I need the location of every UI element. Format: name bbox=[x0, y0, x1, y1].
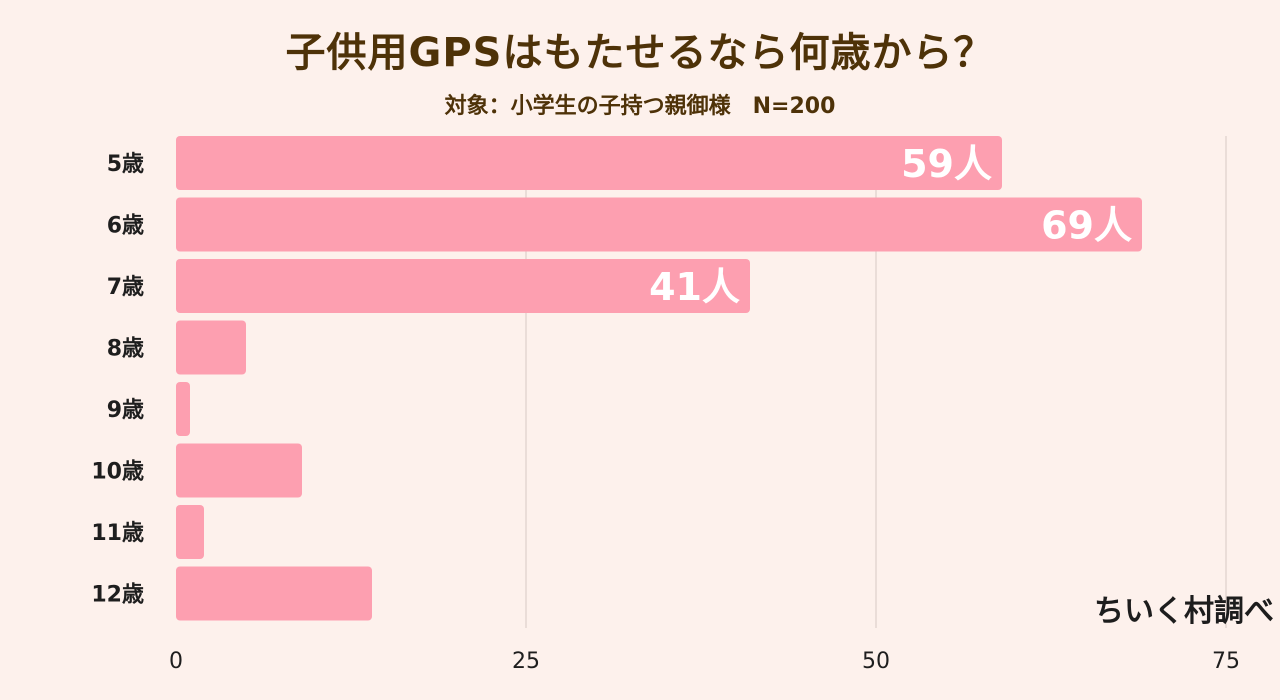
category-label-5歳: 5歳 bbox=[107, 152, 144, 177]
category-label-7歳: 7歳 bbox=[107, 275, 144, 300]
x-tick-label-75: 75 bbox=[1212, 649, 1240, 674]
bar-7歳 bbox=[176, 259, 750, 313]
category-label-12歳: 12歳 bbox=[91, 583, 144, 608]
chart-title: 子供用GPSはもたせるなら何歳から？ bbox=[285, 30, 995, 76]
data-label-7歳: 41人 bbox=[649, 265, 740, 309]
x-tick-label-0: 0 bbox=[169, 649, 183, 674]
x-tick-label-25: 25 bbox=[512, 649, 540, 674]
bar-layer bbox=[176, 136, 1142, 621]
label-layer: 0 25 50 75 5歳 59人 6歳 69人 7歳 41人 8歳 9歳 10歳 11歳 12歳 bbox=[91, 142, 1240, 674]
chart-subtitle: 対象：小学生の子持つ親御様 N=200 bbox=[444, 94, 836, 119]
bar-6歳 bbox=[176, 197, 1142, 252]
data-label-6歳: 69人 bbox=[1041, 204, 1132, 248]
category-label-6歳: 6歳 bbox=[107, 214, 144, 239]
category-label-9歳: 9歳 bbox=[107, 398, 144, 423]
category-label-8歳: 8歳 bbox=[107, 337, 144, 362]
bar-10歳 bbox=[176, 443, 302, 498]
bar-11歳 bbox=[176, 505, 204, 559]
x-tick-label-50: 50 bbox=[862, 649, 890, 674]
source-credit: ちいく村調べ bbox=[1094, 594, 1274, 629]
bar-9歳 bbox=[176, 382, 190, 436]
category-label-10歳: 10歳 bbox=[91, 460, 144, 485]
data-label-5歳: 59人 bbox=[901, 142, 992, 186]
bar-5歳 bbox=[176, 136, 1002, 190]
category-label-11歳: 11歳 bbox=[91, 521, 144, 546]
bar-12歳 bbox=[176, 566, 372, 621]
bar-8歳 bbox=[176, 320, 246, 375]
